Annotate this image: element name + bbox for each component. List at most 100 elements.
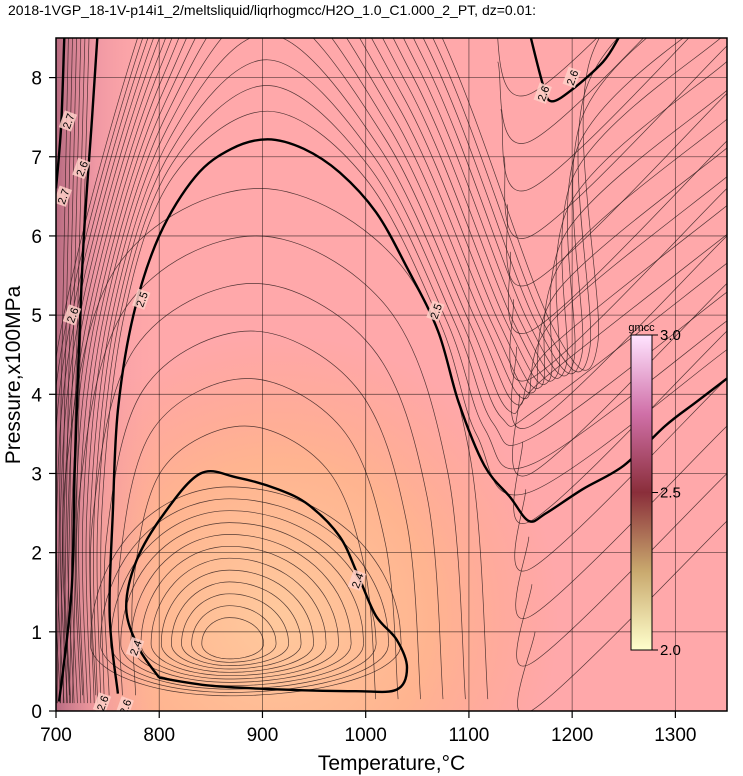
colorbar-tick-label: 3.0	[660, 327, 681, 344]
contour-label-bg	[426, 300, 445, 322]
minor-contour	[516, 473, 727, 667]
contour-2.6	[57, 38, 99, 702]
contour-label-bg	[562, 66, 581, 89]
minor-contour	[67, 38, 727, 704]
minor-contour	[181, 593, 289, 666]
minor-contour	[509, 188, 727, 382]
contour-label-bg	[62, 304, 82, 326]
chart-title: 2018-1VGP_18-1V-p14i1_2/meltsliquid/liqr…	[8, 2, 536, 18]
contour-label: 2.6	[92, 692, 112, 712]
minor-contour	[131, 425, 377, 700]
y-tick-label: 3	[31, 464, 42, 485]
contour-label-text: 2.5	[429, 302, 446, 320]
contour-label-text: 2.7	[56, 188, 73, 206]
colorbar-tick-label: 2.0	[660, 642, 681, 659]
y-tick-label: 2	[31, 544, 42, 565]
contour-label: 2.7	[56, 185, 73, 207]
contour-label-text: 2.6	[536, 85, 553, 103]
minor-contour	[503, 45, 727, 239]
major-contours	[56, 38, 727, 702]
minor-contour	[89, 38, 727, 704]
minor-contour	[100, 498, 390, 693]
contour-2.5	[108, 138, 727, 694]
minor-contour	[514, 378, 727, 572]
minor-contour	[56, 38, 600, 371]
minor-contour	[63, 38, 727, 704]
minor-contour	[512, 283, 727, 477]
y-tick-label: 6	[31, 227, 42, 248]
x-tick-label: 1200	[551, 725, 593, 746]
grid-lines	[56, 38, 727, 711]
minor-contour	[85, 38, 727, 704]
contour-label: 2.6	[562, 66, 582, 89]
minor-contour	[507, 140, 727, 334]
contour-label: 2.5	[132, 288, 151, 310]
minor-contour	[160, 569, 314, 673]
contour-2.6	[529, 38, 620, 103]
y-tick-label: 8	[31, 69, 42, 90]
contour-label-text: 2.4	[128, 639, 145, 657]
colorbar: gmcc 2.0 2.5 3.0	[628, 322, 681, 659]
minor-contour	[59, 38, 722, 704]
minor-contour	[103, 330, 421, 700]
x-tick-label: 700	[40, 725, 72, 746]
x-axis-ticks: 700 800 900 1000 1100 1200 1300	[40, 711, 697, 746]
contour-label: 2.4	[347, 569, 367, 591]
contour-label-bg	[72, 157, 91, 180]
contour-label-bg	[56, 185, 72, 207]
minor-contour	[506, 93, 727, 287]
contour-label-text: 2.6	[118, 698, 135, 716]
contour-label-bg	[347, 569, 367, 591]
contour-label: 2.6	[72, 157, 91, 180]
y-tick-label: 7	[31, 148, 42, 169]
contour-label-bg	[58, 110, 78, 132]
contour-label-bg	[125, 636, 145, 659]
colorbar-ticks: 2.0 2.5 3.0	[652, 327, 681, 659]
x-tick-label: 1000	[345, 725, 387, 746]
contour-label-text: 2.6	[65, 306, 82, 324]
x-axis-label: Temperature,°C	[318, 752, 465, 775]
contour-2.4	[124, 470, 409, 694]
minor-contour	[171, 581, 302, 670]
contour-label-text: 2.6	[74, 160, 91, 178]
minor-contour	[74, 38, 727, 704]
contour-label: 2.6	[115, 696, 135, 716]
colorbar-unit: gmcc	[628, 322, 655, 334]
minor-contour	[515, 425, 727, 619]
y-tick-label: 5	[31, 306, 42, 327]
y-tick-label: 0	[31, 702, 42, 723]
y-axis-label: Pressure,x100MPa	[2, 285, 25, 464]
minor-contour	[510, 235, 727, 429]
minor-contour	[117, 378, 399, 700]
minor-contour	[56, 38, 648, 704]
x-tick-label: 800	[143, 725, 175, 746]
contour-label: 2.6	[62, 304, 82, 326]
minor-contour	[513, 330, 727, 524]
x-tick-label: 900	[247, 725, 279, 746]
contour-label: 2.5	[426, 300, 445, 322]
contour-label-text: 2.4	[350, 572, 367, 590]
plot-frame	[55, 37, 728, 712]
minor-contour	[500, 38, 690, 192]
plot-field: 2.42.42.52.52.62.62.62.62.72.72.6 2.6	[56, 38, 727, 716]
minor-contour	[78, 38, 727, 704]
contour-label: 2.6	[533, 82, 553, 104]
colorbar-tick-label: 2.5	[660, 485, 681, 502]
contour-label-bg	[533, 82, 552, 104]
minor-contour	[120, 522, 365, 687]
contour-label-text: 2.7	[61, 112, 78, 130]
minor-contour	[497, 38, 644, 144]
contour-label-text: 2.6	[565, 69, 582, 87]
colorbar-scale	[630, 334, 653, 651]
y-tick-label: 4	[31, 385, 42, 406]
x-tick-label: 1100	[448, 725, 489, 746]
minor-contour	[90, 486, 402, 697]
contour-label-bg	[115, 696, 134, 711]
left-edge-region	[56, 38, 727, 711]
contour-label-text: 2.6	[95, 694, 112, 712]
minor-contour	[191, 605, 277, 663]
minor-contour	[81, 38, 727, 704]
contour-label-text: 2.5	[134, 290, 151, 308]
minor-contour	[150, 557, 327, 677]
